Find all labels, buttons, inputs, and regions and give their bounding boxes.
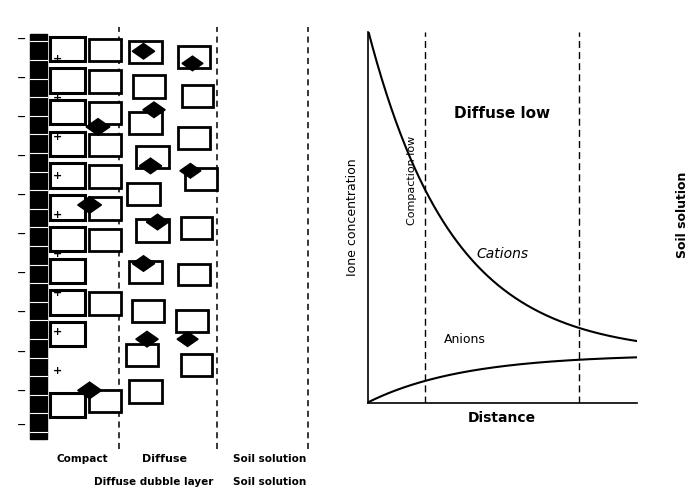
Bar (89, 292, 121, 315)
Text: −: − (17, 190, 27, 200)
Bar (178, 264, 210, 285)
Bar (50, 227, 85, 251)
Bar (178, 127, 210, 149)
Polygon shape (78, 382, 102, 399)
Text: −: − (17, 34, 27, 44)
Text: +: + (52, 54, 62, 63)
Text: Cations: Cations (476, 247, 528, 261)
Bar (89, 39, 121, 61)
Text: −: − (17, 73, 27, 83)
Bar (178, 46, 210, 68)
Bar (130, 261, 162, 283)
Text: −: − (17, 112, 27, 122)
Text: +: + (52, 93, 62, 102)
Bar (50, 163, 85, 188)
Polygon shape (143, 102, 165, 118)
Polygon shape (146, 214, 169, 230)
Polygon shape (136, 331, 158, 347)
Text: −: − (17, 151, 27, 161)
Bar (50, 37, 85, 61)
Bar (133, 75, 165, 98)
Bar (181, 354, 212, 376)
Bar (176, 310, 208, 332)
Text: +: + (52, 327, 62, 337)
Bar (89, 229, 121, 251)
Text: Diffuse dubble layer: Diffuse dubble layer (94, 477, 214, 487)
Text: −: − (17, 229, 27, 239)
Bar (30, 34, 47, 439)
Bar (50, 132, 85, 156)
Text: Compact: Compact (57, 454, 108, 464)
Bar (182, 85, 214, 107)
Bar (130, 112, 162, 134)
Bar (89, 165, 121, 188)
Text: Soil solution: Soil solution (233, 454, 306, 464)
Text: Diffuse low: Diffuse low (454, 106, 550, 121)
Text: +: + (52, 210, 62, 220)
Polygon shape (139, 158, 162, 174)
Text: Soil solution: Soil solution (676, 172, 689, 258)
Bar (181, 217, 212, 239)
Text: −: − (17, 386, 27, 395)
Y-axis label: Ione concentration: Ione concentration (346, 158, 359, 276)
Text: Compaction low: Compaction low (407, 136, 417, 224)
Bar (127, 183, 160, 205)
Text: −: − (17, 307, 27, 317)
Bar (136, 146, 169, 168)
Bar (132, 300, 164, 322)
Text: −: − (17, 268, 27, 278)
Bar (89, 197, 121, 220)
Bar (50, 195, 85, 220)
Bar (126, 344, 158, 366)
Bar (50, 259, 85, 283)
Text: −: − (17, 420, 27, 429)
Bar (50, 100, 85, 124)
Bar (136, 219, 169, 242)
Polygon shape (177, 332, 198, 346)
Polygon shape (180, 163, 201, 178)
Bar (89, 70, 121, 93)
Text: +: + (52, 132, 62, 142)
Bar (89, 102, 121, 124)
Bar (50, 290, 85, 315)
Polygon shape (78, 197, 102, 213)
Text: +: + (52, 288, 62, 298)
Text: Anions: Anions (444, 333, 486, 346)
Bar (89, 134, 121, 156)
Text: +: + (52, 249, 62, 259)
Text: Soil solution: Soil solution (233, 477, 306, 487)
Bar (50, 322, 85, 346)
Bar (186, 168, 217, 190)
Text: Diffuse: Diffuse (142, 454, 187, 464)
Bar (89, 390, 121, 412)
Bar (50, 393, 85, 417)
Polygon shape (132, 256, 155, 271)
Polygon shape (132, 43, 155, 59)
Text: +: + (52, 171, 62, 181)
Bar (50, 68, 85, 93)
X-axis label: Distance: Distance (468, 411, 536, 425)
Polygon shape (86, 119, 110, 135)
Polygon shape (182, 56, 203, 71)
Text: +: + (52, 366, 62, 376)
Text: −: − (17, 346, 27, 356)
Bar (130, 41, 162, 63)
Bar (130, 380, 162, 403)
